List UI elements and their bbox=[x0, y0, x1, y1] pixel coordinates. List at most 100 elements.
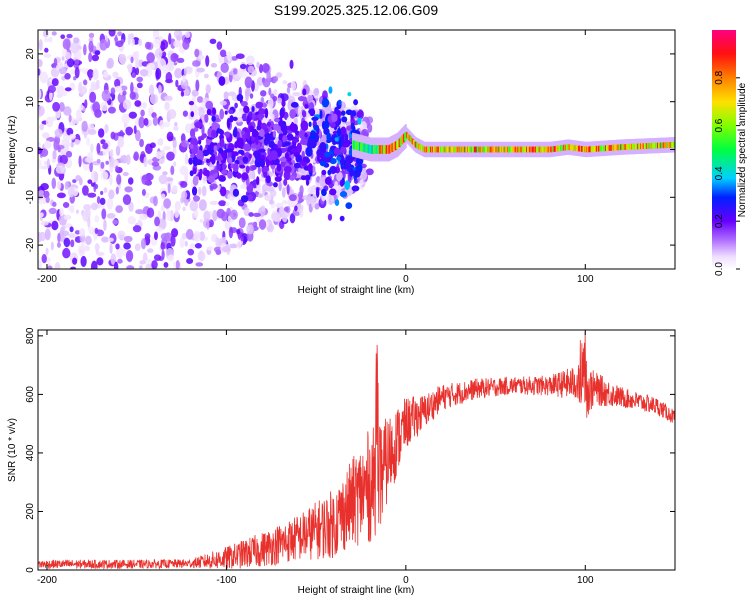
spectrogram-blob bbox=[120, 85, 128, 91]
spectrogram-blob bbox=[181, 190, 188, 201]
spectrogram-blob bbox=[42, 132, 50, 139]
y-tick-label: -10 bbox=[25, 190, 36, 205]
spectrogram-blob bbox=[44, 228, 51, 241]
spectrogram-blob bbox=[51, 31, 57, 36]
spectrogram-blob bbox=[334, 199, 340, 207]
spectrogram-blob bbox=[317, 120, 324, 127]
spectrogram-x-ticks: -200 -100 0 100 bbox=[37, 30, 594, 285]
spectrogram-blob bbox=[140, 109, 145, 117]
spectrogram-blob bbox=[174, 122, 178, 127]
spectrogram-blob bbox=[353, 169, 361, 178]
spectrogram-blob bbox=[153, 195, 158, 207]
spectrogram-blob bbox=[267, 97, 274, 110]
spectrogram-blob bbox=[246, 55, 255, 66]
spectrogram-blob bbox=[115, 205, 123, 213]
spectrogram-blob bbox=[304, 174, 311, 181]
spectrogram-blob bbox=[306, 94, 313, 104]
spectrogram-blob bbox=[79, 104, 84, 111]
spectrogram-blob bbox=[283, 206, 289, 212]
y-tick-label: 800 bbox=[25, 327, 36, 344]
spectrogram-blob bbox=[256, 176, 260, 186]
spectrogram-blob bbox=[54, 128, 63, 138]
spectrogram-blob bbox=[347, 92, 352, 97]
spectrogram-blob bbox=[88, 32, 95, 38]
spectrogram-blob bbox=[251, 106, 255, 113]
spectrogram-blob bbox=[195, 159, 203, 166]
spectrogram-blob bbox=[222, 245, 231, 253]
spectrogram-blob bbox=[218, 76, 226, 86]
spectrogram-blob bbox=[255, 135, 259, 146]
spectrogram-blob bbox=[219, 49, 227, 58]
spectrogram-blob bbox=[166, 177, 174, 182]
spectrogram-blob bbox=[221, 169, 228, 175]
spectrogram-blob bbox=[356, 110, 363, 118]
spectrogram-blob bbox=[329, 166, 337, 174]
spectrogram-blob bbox=[240, 100, 248, 107]
spectrogram-blob bbox=[52, 149, 57, 160]
spectrogram-blob bbox=[248, 212, 254, 217]
spectrogram-blob bbox=[56, 192, 66, 199]
spectrogram-blob bbox=[62, 91, 68, 97]
spectrogram-blob bbox=[38, 199, 45, 205]
spectrogram-blob bbox=[167, 254, 174, 262]
spectrogram-blob bbox=[291, 148, 298, 153]
spectrogram-blob bbox=[256, 184, 261, 193]
spectrogram-blob bbox=[256, 61, 260, 69]
spectrogram-blob bbox=[273, 75, 279, 82]
spectrogram-blob bbox=[61, 230, 70, 237]
spectrogram-blob bbox=[144, 41, 152, 50]
spectrogram-blob bbox=[48, 36, 53, 43]
spectrogram-blob bbox=[212, 122, 220, 129]
spectrogram-blob bbox=[234, 102, 238, 109]
spectrogram-blob bbox=[139, 260, 146, 265]
x-tick-label: 0 bbox=[403, 575, 409, 586]
spectrogram-blob bbox=[252, 212, 261, 217]
spectrogram-blob bbox=[230, 209, 238, 220]
spectrogram-blob bbox=[189, 143, 194, 150]
spectrogram-blob bbox=[78, 244, 86, 257]
spectrogram-blob bbox=[268, 140, 276, 149]
spectrogram-blob bbox=[51, 78, 59, 87]
spectrogram-blob bbox=[163, 95, 173, 101]
spectrogram-blob bbox=[339, 191, 348, 198]
spectrogram-blob bbox=[272, 130, 277, 138]
spectrogram-blob bbox=[305, 179, 310, 186]
spectrogram-blob bbox=[302, 110, 307, 118]
spectrogram-blob bbox=[324, 176, 332, 185]
spectrogram-blob bbox=[165, 71, 173, 84]
spectrogram-blob bbox=[281, 200, 289, 205]
spectrogram-blob bbox=[65, 52, 71, 60]
spectrogram-blob bbox=[189, 200, 199, 212]
spectrogram-blob bbox=[216, 41, 223, 50]
spectrogram-blob bbox=[143, 117, 149, 126]
spectrogram-blob bbox=[246, 224, 254, 235]
spectrogram-blob bbox=[38, 260, 42, 269]
spectrogram-blob bbox=[239, 164, 246, 169]
spectrogram-blob bbox=[174, 67, 183, 79]
spectrogram-blob bbox=[340, 110, 346, 116]
spectrogram-blob bbox=[87, 129, 97, 135]
figure-title: S199.2025.325.12.06.G09 bbox=[274, 2, 438, 18]
spectrogram-blob bbox=[272, 88, 278, 96]
spectrogram-blob bbox=[90, 81, 97, 91]
spectrogram-blob bbox=[166, 131, 174, 142]
spectrogram-blob bbox=[115, 186, 119, 195]
spectrogram-blob bbox=[255, 152, 262, 163]
spectrogram-blob bbox=[196, 67, 205, 73]
spectrogram-blob bbox=[219, 100, 227, 106]
spectrogram-blob bbox=[78, 155, 82, 168]
spectrogram-blob bbox=[240, 184, 248, 190]
spectrogram-blob bbox=[309, 134, 317, 140]
spectrogram-y-label: Frequency (Hz) bbox=[7, 116, 18, 185]
spectrogram-blob bbox=[87, 192, 97, 198]
spectrogram-blob bbox=[135, 67, 140, 76]
spectrogram-blob bbox=[210, 63, 218, 68]
spectrogram-blob bbox=[147, 248, 154, 253]
spectrogram-blob bbox=[243, 105, 250, 114]
spectrogram-blob bbox=[351, 110, 357, 117]
spectrogram-blob bbox=[329, 158, 337, 165]
spectrogram-blob bbox=[234, 141, 239, 149]
spectrogram-blob bbox=[278, 181, 282, 192]
spectrogram-blob bbox=[74, 230, 81, 235]
spectrogram-blob bbox=[249, 93, 254, 99]
